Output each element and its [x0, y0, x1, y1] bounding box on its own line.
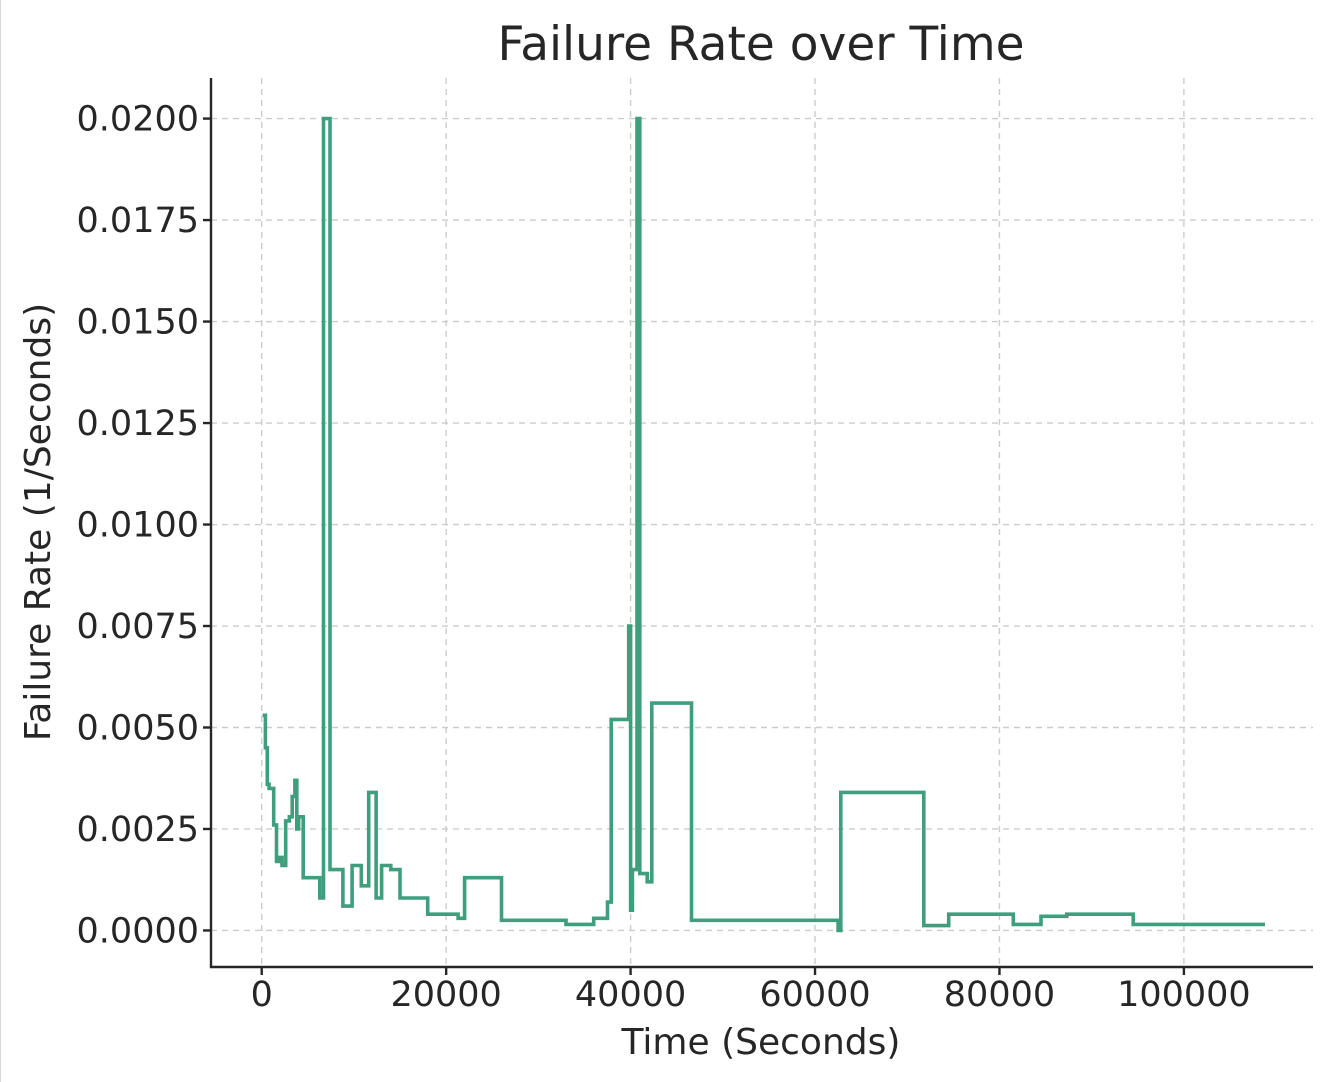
x-tick-label: 60000 [759, 975, 870, 1015]
y-tick-label: 0.0200 [77, 100, 199, 140]
chart-title: Failure Rate over Time [497, 17, 1024, 72]
y-tick-label: 0.0125 [77, 404, 199, 444]
y-tick-label: 0.0050 [77, 708, 199, 748]
grid-layer [211, 78, 1313, 967]
y-axis-label: Failure Rate (1/Seconds) [18, 303, 59, 741]
y-tick-label: 0.0100 [77, 506, 199, 546]
series-layer [262, 116, 1265, 933]
frame-edge [0, 0, 1, 1082]
series-line [262, 116, 1265, 933]
x-axis-label: Time (Seconds) [621, 1022, 901, 1063]
y-tick-label: 0.0000 [77, 911, 199, 951]
axes-layer [209, 78, 1313, 969]
y-tick-label: 0.0075 [77, 607, 199, 647]
y-tick-label: 0.0175 [77, 201, 199, 241]
ticks-layer: 0 20000 40000 60000 80000 100000 0.0000 0.0025 0… [77, 100, 1251, 1015]
x-tick-label: 100000 [1117, 975, 1251, 1015]
x-tick-label: 80000 [944, 975, 1055, 1015]
x-tick-label: 40000 [575, 975, 686, 1015]
y-tick-label: 0.0025 [77, 810, 199, 850]
y-tick-label: 0.0150 [77, 303, 199, 343]
x-tick-label: 0 [251, 975, 273, 1015]
x-tick-label: 20000 [390, 975, 501, 1015]
